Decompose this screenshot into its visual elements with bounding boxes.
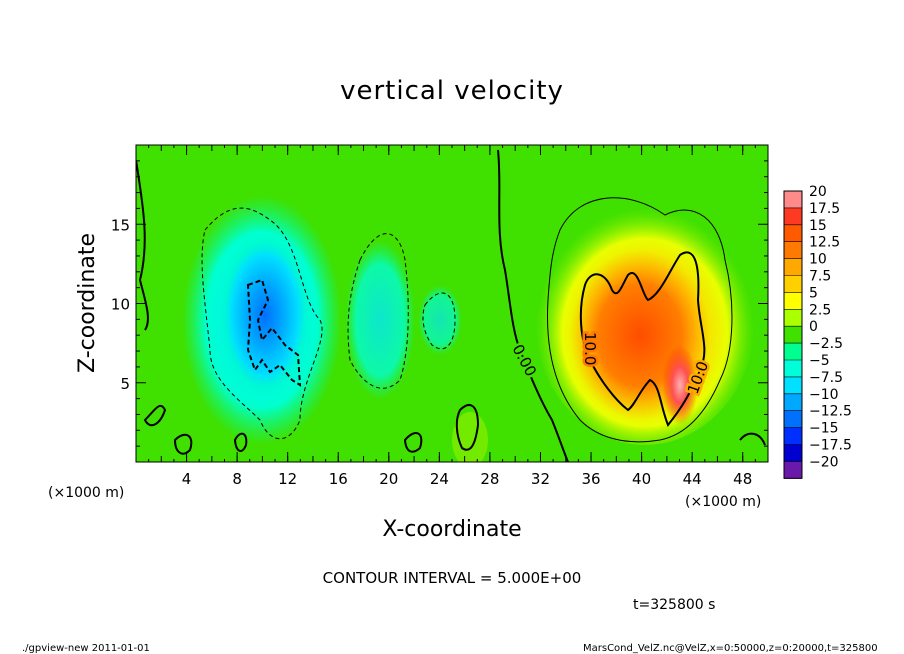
colorbar-swatch — [784, 207, 802, 226]
colorbar: 2017.51512.5107.552.50−2.5−5−7.5−10−12.5… — [783, 184, 852, 479]
time-text: t=325800 s — [633, 597, 715, 613]
colorbar-label: −2.5 — [809, 336, 843, 352]
colorbar-label: −15 — [809, 421, 839, 437]
y-tick-label: 5 — [120, 375, 130, 393]
contour-neg10 — [246, 278, 302, 387]
x-axis-unit: (×1000 m) — [685, 494, 761, 510]
x-tick-label: 12 — [278, 470, 297, 488]
colorbar-label: 15 — [809, 218, 827, 234]
colorbar-label: −5 — [809, 353, 830, 369]
positive-field-peak — [662, 345, 698, 425]
x-tick-label: 44 — [683, 470, 702, 488]
colorbar-label: 20 — [809, 184, 827, 200]
contour-neg5-c — [422, 292, 456, 350]
contour-pos10 — [579, 251, 706, 427]
colorbar-swatch — [784, 224, 802, 243]
x-tick-label: 20 — [379, 470, 398, 488]
y-tick-label: 15 — [111, 216, 130, 234]
colorbar-label: 12.5 — [809, 235, 840, 251]
colorbar-label: −10 — [809, 387, 839, 403]
contour-neg5-b — [347, 233, 409, 389]
colorbar-label: 17.5 — [809, 201, 840, 217]
footer-left: ./gpview-new 2011-01-01 — [22, 643, 150, 654]
y-axis-title: Z-coordinate — [75, 233, 100, 373]
colorbar-swatch — [784, 360, 802, 378]
colorbar-swatch — [784, 292, 802, 310]
colorbar-label: 2.5 — [809, 302, 831, 318]
colorbar-swatch — [784, 309, 802, 327]
plot-area — [136, 145, 768, 462]
x-tick-label: 36 — [581, 470, 600, 488]
y-axis-ticks: 5 10 15 — [111, 160, 768, 447]
footer-right: MarsCond_VelZ.nc@VelZ,x=0:50000,z=0:2000… — [583, 643, 878, 654]
x-tick-label: 48 — [733, 470, 752, 488]
colorbar-label: −12.5 — [809, 404, 852, 420]
colorbar-swatch — [784, 427, 802, 445]
colorbar-swatch — [784, 343, 802, 361]
y-tick-label: 10 — [111, 296, 130, 314]
colorbar-swatch — [784, 258, 802, 276]
colorbar-label: 0 — [809, 319, 818, 335]
negative-field-core — [220, 235, 310, 395]
x-tick-label: 24 — [430, 470, 449, 488]
negative-field-small — [418, 285, 462, 355]
colorbar-swatch — [784, 376, 802, 395]
x-tick-label: 32 — [531, 470, 550, 488]
colorbar-swatch — [784, 191, 802, 209]
x-axis-title: X-coordinate — [382, 517, 521, 542]
contour-neg5-a — [201, 207, 323, 440]
x-tick-label: 8 — [232, 470, 242, 488]
colorbar-swatch — [784, 275, 802, 293]
colorbar-swatch — [784, 241, 802, 260]
y-axis-unit: (×1000 m) — [48, 485, 124, 501]
contour-zero-left — [136, 159, 149, 331]
colorbar-swatch — [784, 461, 802, 479]
contour-zero-surface — [143, 404, 766, 455]
colorbar-swatch — [784, 444, 802, 462]
contour-label-1: 10.0 — [581, 332, 599, 365]
contour-interval-text: CONTOUR INTERVAL = 5.000E+00 — [323, 569, 582, 587]
x-tick-label: 16 — [329, 470, 348, 488]
colorbar-label: 5 — [809, 285, 818, 301]
x-axis-ticks: 4 8 12 16 20 24 28 32 36 40 44 48 — [148, 145, 756, 488]
negative-field-secondary — [345, 240, 415, 400]
colorbar-label: −20 — [809, 454, 839, 470]
contour-zero — [497, 149, 569, 462]
colorbar-label: 10 — [809, 252, 827, 268]
colorbar-swatch — [784, 410, 802, 429]
x-tick-label: 40 — [632, 470, 651, 488]
contour-pos5 — [547, 197, 733, 443]
x-tick-label: 4 — [182, 470, 192, 488]
colorbar-label: −7.5 — [809, 370, 843, 386]
x-tick-label: 28 — [480, 470, 499, 488]
colorbar-label: 7.5 — [809, 269, 831, 285]
colorbar-swatch — [784, 393, 802, 412]
colorbar-swatch — [784, 326, 802, 344]
chart-title: vertical velocity — [340, 76, 564, 106]
contour-lines — [136, 149, 766, 462]
colorbar-label: −17.5 — [809, 438, 852, 454]
